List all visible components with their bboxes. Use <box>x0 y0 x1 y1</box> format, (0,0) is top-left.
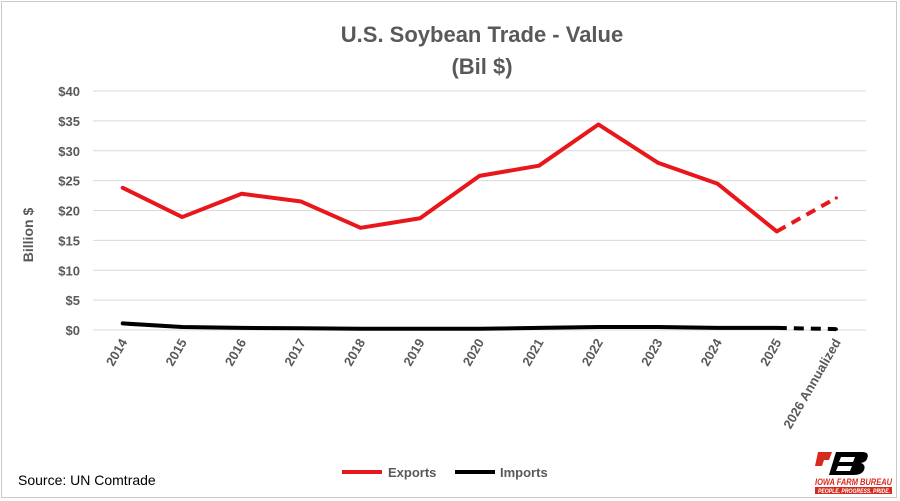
source-note: Source: UN Comtrade <box>18 472 156 488</box>
data-point-imports <box>834 327 838 331</box>
logo-b-shape <box>829 452 868 475</box>
y-tick-label: $40 <box>58 84 80 99</box>
data-point-imports <box>656 325 660 329</box>
data-point-imports <box>240 326 244 330</box>
x-tick-label: 2021 <box>519 336 546 369</box>
x-tick-label: 2018 <box>341 336 368 369</box>
chart-subtitle: (Bil $) <box>451 54 512 79</box>
y-tick-label: $20 <box>58 204 80 219</box>
series-lines <box>120 122 838 332</box>
data-point-imports <box>477 327 482 331</box>
series-line-exports-projected <box>775 196 838 234</box>
y-tick-label: $30 <box>58 144 80 159</box>
data-point-imports <box>596 325 601 329</box>
logo-wordmark: IOWA FARM BUREAU <box>815 477 892 487</box>
legend: Exports Imports <box>342 465 548 480</box>
x-tick-label: 2017 <box>281 336 308 369</box>
data-point-exports <box>834 196 838 200</box>
data-point-imports <box>299 326 303 330</box>
data-point-imports <box>418 327 422 331</box>
y-tick-label: $15 <box>58 233 80 248</box>
iowa-farm-bureau-logo: IOWA FARM BUREAU PEOPLE. PROGRESS. PRIDE… <box>815 452 892 495</box>
data-point-imports <box>180 325 184 329</box>
x-axis-ticks: 2014 2015 2016 2017 2018 2019 2020 2021 2022 2023… <box>103 335 844 431</box>
data-point-exports <box>418 216 422 220</box>
x-tick-label: 2016 <box>222 336 249 369</box>
logo-tagline-bar <box>815 487 892 494</box>
x-tick-label: 2023 <box>638 336 665 369</box>
data-point-exports <box>715 182 719 186</box>
logo-b-cutouts <box>836 457 855 471</box>
legend-label-imports: Imports <box>500 465 548 480</box>
data-point-exports <box>596 122 601 127</box>
data-point-exports <box>180 215 184 219</box>
y-tick-label: $0 <box>66 323 80 338</box>
x-tick-label: 2015 <box>162 336 189 369</box>
series-line-exports <box>120 122 779 234</box>
y-tick-label: $5 <box>66 293 80 308</box>
x-tick-label: 2019 <box>400 336 427 369</box>
chart-title: U.S. Soybean Trade - Value <box>341 22 623 47</box>
x-tick-label: 2020 <box>460 336 487 369</box>
data-point-exports <box>240 192 244 196</box>
x-tick-label: 2022 <box>579 336 606 369</box>
y-tick-label: $35 <box>58 114 80 129</box>
data-point-imports <box>358 327 363 331</box>
x-tick-label: 2026 Annualized <box>780 336 844 431</box>
data-point-exports <box>775 229 779 234</box>
y-axis-ticks: $0 $5 $10 $15 $20 $25 $30 $35 $40 <box>58 84 80 338</box>
y-tick-label: $25 <box>58 174 80 189</box>
series-line-imports <box>120 321 779 331</box>
data-point-exports <box>537 164 541 168</box>
logo-f-shape <box>815 452 832 466</box>
x-tick-label: 2024 <box>697 335 725 368</box>
data-point-exports <box>299 199 303 204</box>
data-point-imports <box>537 326 541 330</box>
series-line-imports-projected <box>776 325 837 332</box>
logo-tagline: PEOPLE. PROGRESS. PRIDE. <box>818 489 890 495</box>
y-axis-label: Billion $ <box>20 208 36 263</box>
x-tick-label: 2025 <box>757 336 784 369</box>
x-tick-label: 2014 <box>103 335 131 368</box>
data-point-imports <box>121 321 125 326</box>
data-point-imports <box>775 326 779 330</box>
y-tick-label: $10 <box>58 263 80 278</box>
gridlines <box>93 90 866 331</box>
data-point-exports <box>656 161 660 165</box>
data-point-exports <box>477 174 482 178</box>
data-point-exports <box>121 186 125 190</box>
data-point-imports <box>715 326 719 330</box>
data-point-exports <box>358 226 363 230</box>
legend-label-exports: Exports <box>388 465 436 480</box>
